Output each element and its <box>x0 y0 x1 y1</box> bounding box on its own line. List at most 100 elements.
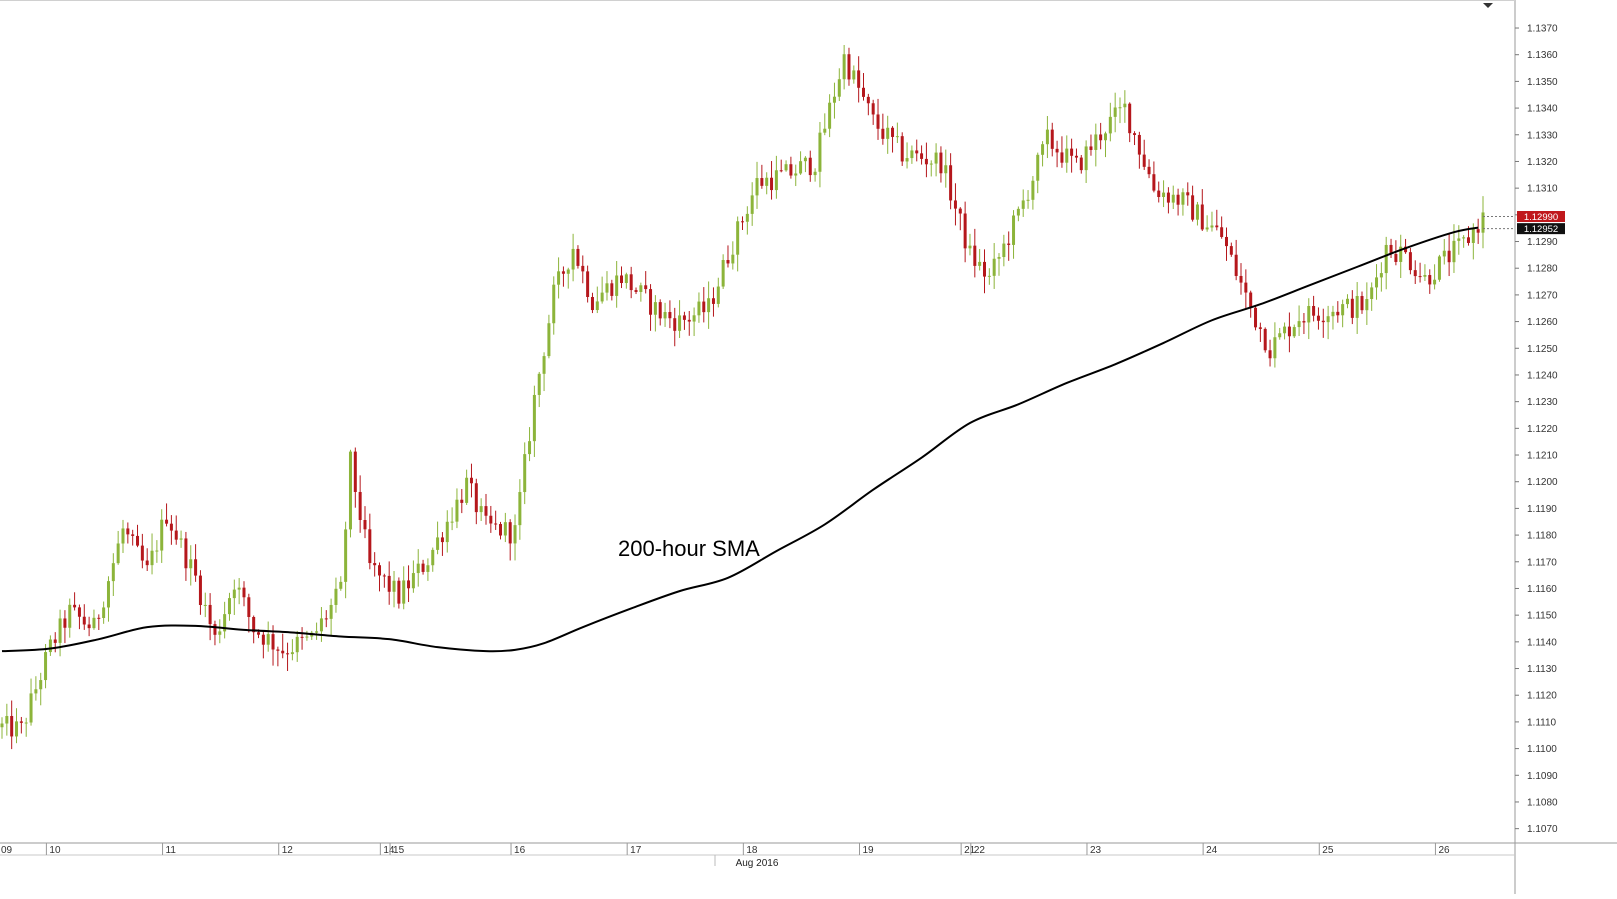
candle <box>697 292 701 323</box>
candle <box>832 82 836 119</box>
candle <box>508 519 512 561</box>
candle <box>794 164 798 187</box>
candle <box>1278 327 1282 340</box>
candle <box>281 633 285 659</box>
candle <box>1215 209 1219 231</box>
candle <box>755 161 759 209</box>
candle <box>760 164 764 189</box>
candle <box>808 150 812 182</box>
candle <box>982 249 986 294</box>
candle <box>828 94 832 138</box>
candle <box>770 161 774 200</box>
candle <box>329 598 333 636</box>
candle <box>92 609 96 630</box>
x-tick-label: 16 <box>514 845 526 856</box>
candle <box>77 604 81 630</box>
candle <box>799 151 803 175</box>
candle <box>494 510 498 530</box>
candle <box>731 241 735 270</box>
candle <box>387 561 391 605</box>
candle <box>305 630 309 641</box>
candle <box>571 233 575 282</box>
candle <box>939 146 943 183</box>
candle <box>581 255 585 284</box>
candle <box>1302 312 1306 335</box>
candle <box>373 552 377 577</box>
x-tick-label: 21 <box>964 845 976 856</box>
candle <box>1031 176 1035 210</box>
y-tick-label: 1.1220 <box>1527 424 1558 435</box>
candle <box>963 201 967 263</box>
candle <box>1404 238 1408 254</box>
candle <box>586 265 590 303</box>
candle <box>58 609 62 657</box>
candle <box>973 228 977 278</box>
candle <box>455 488 459 529</box>
candle <box>711 287 715 317</box>
candle <box>634 287 638 295</box>
candle <box>1137 131 1141 169</box>
candle <box>1055 140 1059 168</box>
candle <box>1384 236 1388 290</box>
candle <box>290 639 294 661</box>
collapse-arrow-icon[interactable] <box>1483 3 1493 8</box>
candle <box>1041 141 1045 167</box>
candle <box>465 469 469 505</box>
candle <box>1399 234 1403 279</box>
candle <box>1462 235 1466 248</box>
x-tick-label: 26 <box>1438 845 1450 856</box>
candle <box>1375 264 1379 300</box>
candle <box>876 98 880 140</box>
candle <box>19 716 23 734</box>
y-tick-label: 1.1130 <box>1527 664 1557 675</box>
x-tick-label: 10 <box>49 845 61 856</box>
candle <box>247 593 251 633</box>
candle <box>924 142 928 178</box>
candle <box>1133 131 1137 146</box>
candle <box>1079 154 1083 174</box>
candle <box>121 519 125 554</box>
candle <box>663 302 667 327</box>
candle <box>29 678 33 726</box>
candles-layer <box>0 44 1485 750</box>
candle <box>1050 122 1054 157</box>
candle <box>1307 298 1311 340</box>
candle <box>1316 307 1320 330</box>
candle <box>1220 216 1224 239</box>
candle <box>344 521 348 599</box>
candle <box>891 126 895 153</box>
candle <box>1089 134 1093 156</box>
y-axis: 1.1070 1.1080 1.1090 1.1100 1.1110 1.1120 1.11… <box>1515 24 1558 835</box>
candle <box>629 266 633 299</box>
candle <box>460 488 464 514</box>
candle <box>150 533 154 575</box>
y-tick-label: 1.1110 <box>1527 717 1557 728</box>
candle <box>1379 262 1383 292</box>
candle <box>382 573 386 588</box>
price-marker-label: 1.12990 <box>1524 212 1558 223</box>
candle <box>237 578 241 605</box>
candle <box>1065 135 1069 173</box>
candle <box>1094 123 1098 167</box>
candle <box>15 708 19 744</box>
candle <box>1476 218 1480 244</box>
candle <box>1016 206 1020 222</box>
candle <box>905 142 909 169</box>
candle <box>944 149 948 188</box>
candle <box>348 449 352 538</box>
y-tick-label: 1.1340 <box>1527 104 1558 115</box>
candle <box>871 99 875 125</box>
x-tick-label: 25 <box>1322 845 1334 856</box>
y-tick-label: 1.1140 <box>1527 637 1557 648</box>
candle <box>179 530 183 548</box>
x-tick-label: 17 <box>630 845 642 856</box>
x-tick-label: 18 <box>746 845 758 856</box>
candle <box>1036 152 1040 194</box>
candle <box>1060 136 1064 168</box>
candle <box>1365 282 1369 325</box>
candle <box>44 644 48 689</box>
candle <box>232 579 236 615</box>
candle <box>958 207 962 231</box>
